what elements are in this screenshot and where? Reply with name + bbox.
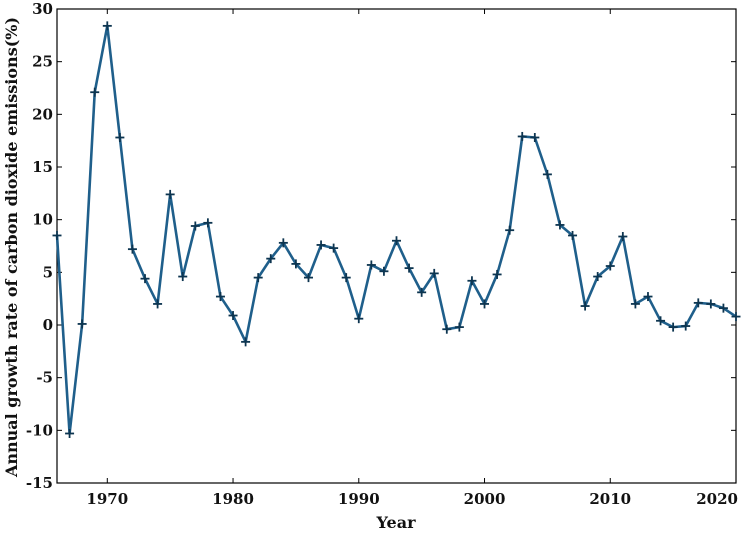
data-point: [718, 303, 728, 313]
x-tick-label: 1990: [338, 490, 380, 508]
y-tick-label: 15: [32, 158, 53, 176]
data-point: [656, 316, 666, 326]
x-tick-label: 1980: [212, 490, 254, 508]
y-tick-label: 5: [43, 263, 53, 281]
data-point: [90, 87, 100, 97]
y-axis-title: Annual growth rate of carbon dioxide emi…: [2, 17, 21, 478]
data-point: [593, 272, 603, 282]
x-tick-label: 2020: [696, 490, 738, 508]
data-point: [492, 269, 502, 279]
data-point: [190, 221, 200, 231]
data-point: [178, 272, 188, 282]
plot-frame: [56, 8, 737, 484]
data-point: [454, 322, 464, 332]
data-point: [643, 292, 653, 302]
data-point: [442, 324, 452, 334]
y-tick-label: 10: [32, 211, 53, 229]
data-point: [379, 266, 389, 276]
x-axis-title: Year: [375, 513, 416, 532]
data-point: [618, 232, 628, 242]
x-tick-label: 1970: [86, 490, 128, 508]
data-point: [417, 287, 427, 297]
y-tick-label: 0: [43, 316, 53, 334]
data-point: [65, 428, 75, 438]
data-point: [329, 243, 339, 253]
x-tick-label: 2000: [464, 490, 506, 508]
data-point: [215, 292, 225, 302]
data-point: [467, 276, 477, 286]
data-point: [266, 254, 276, 264]
data-point: [404, 263, 414, 273]
data-point: [102, 21, 112, 31]
data-point: [153, 299, 163, 309]
y-tick-label: -15: [26, 474, 53, 492]
y-tick-label: 25: [32, 53, 53, 71]
data-point: [316, 240, 326, 250]
x-tick-label: 2010: [589, 490, 631, 508]
data-point: [568, 230, 578, 240]
data-point: [517, 131, 527, 141]
data-point: [253, 273, 263, 283]
y-axis: -15 -10 -5 0 5 10 15 20 25 30: [26, 0, 736, 492]
data-point: [291, 259, 301, 269]
data-point: [241, 337, 251, 347]
data-point: [693, 298, 703, 308]
data-point: [303, 273, 313, 283]
data-point: [630, 299, 640, 309]
data-point: [530, 133, 540, 143]
series: [52, 21, 741, 438]
data-point: [228, 311, 238, 321]
data-point: [731, 312, 741, 322]
data-point: [341, 273, 351, 283]
data-point: [77, 319, 87, 329]
data-point: [706, 299, 716, 309]
data-point: [115, 133, 125, 143]
data-point: [140, 274, 150, 284]
data-point: [681, 321, 691, 331]
x-axis: 1970 1980 1990 2000 2010 2020: [86, 9, 738, 508]
data-point: [278, 238, 288, 248]
data-point: [668, 322, 678, 332]
series-line: [55, 24, 737, 435]
y-tick-label: -10: [26, 421, 53, 439]
y-tick-label: -5: [36, 369, 53, 387]
data-point: [354, 314, 364, 324]
data-point: [203, 218, 213, 228]
data-point: [542, 169, 552, 179]
data-point: [52, 230, 62, 240]
data-point: [165, 189, 175, 199]
data-point: [392, 236, 401, 246]
data-point: [555, 220, 565, 230]
data-point: [429, 268, 439, 278]
data-point: [480, 299, 490, 309]
data-point: [505, 225, 515, 235]
data-point: [605, 261, 615, 271]
data-point: [580, 301, 590, 311]
y-tick-label: 20: [32, 105, 53, 123]
y-tick-label: 30: [32, 0, 53, 18]
plot-area-border: [56, 8, 737, 484]
data-point: [366, 260, 376, 270]
data-point: [127, 244, 137, 254]
